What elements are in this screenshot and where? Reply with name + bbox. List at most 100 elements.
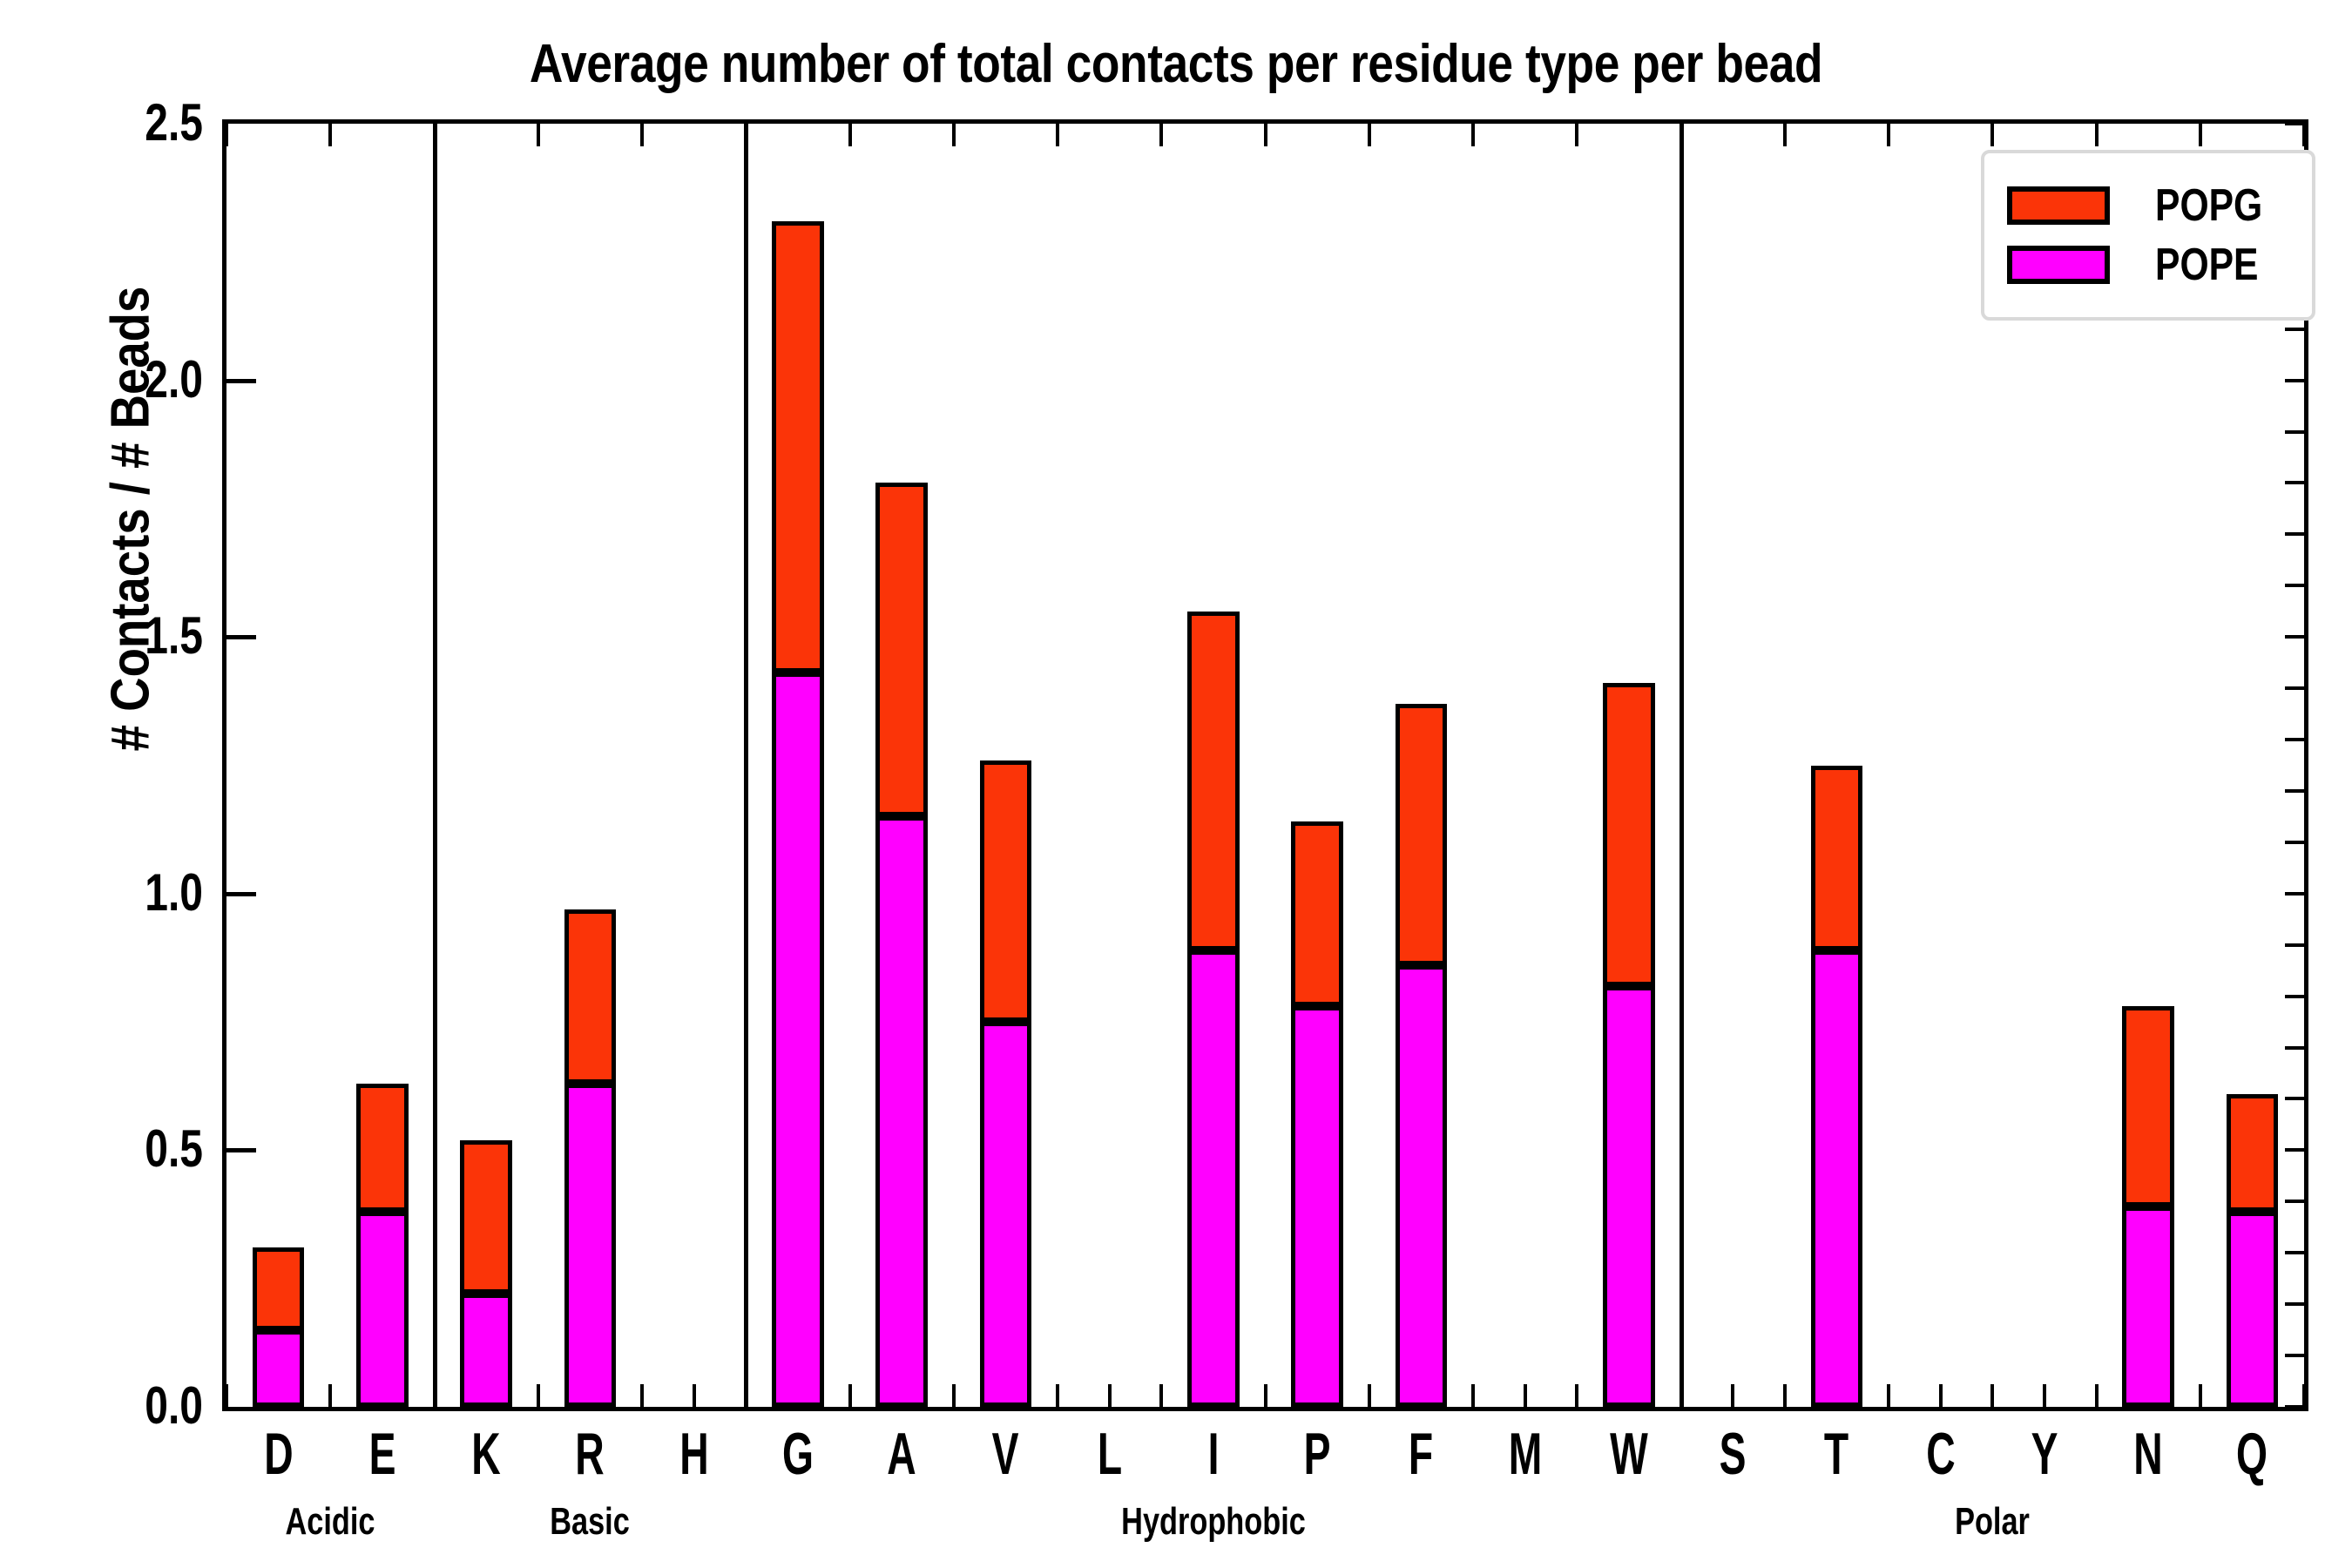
bar-segment-popg[interactable] <box>1291 821 1343 1007</box>
y-tick-label: 0.0 <box>145 1376 203 1435</box>
legend[interactable]: POPG POPE <box>1980 150 2315 321</box>
y-tick-minor-right <box>2285 532 2304 537</box>
y-tick-minor-right <box>2285 481 2304 485</box>
x-tick-top <box>2094 124 2099 146</box>
x-tick-top <box>1471 124 1475 146</box>
bar-segment-popg[interactable] <box>460 1139 512 1294</box>
bar-e[interactable] <box>356 1083 409 1407</box>
bar-segment-pope[interactable] <box>979 1022 1032 1407</box>
y-tick-label: 2.0 <box>145 349 203 409</box>
group-label-hydrophobic: Hydrophobic <box>1121 1500 1306 1543</box>
bar-r[interactable] <box>564 909 617 1407</box>
x-tick-top <box>1990 124 1995 146</box>
x-tick-bottom <box>848 1384 852 1407</box>
y-axis-title: # Contacts / # Beads <box>100 286 161 752</box>
x-tick-top <box>951 124 956 146</box>
bar-i[interactable] <box>1187 611 1240 1407</box>
bar-segment-pope[interactable] <box>772 672 824 1407</box>
bar-segment-popg[interactable] <box>875 483 928 817</box>
y-tick-minor-right <box>2285 429 2304 434</box>
y-tick-minor-right <box>2285 994 2304 998</box>
bar-segment-popg[interactable] <box>356 1083 409 1213</box>
bar-f[interactable] <box>1395 703 1448 1407</box>
bar-segment-pope[interactable] <box>2122 1206 2174 1407</box>
y-tick-minor-right <box>2285 635 2304 639</box>
bar-k[interactable] <box>460 1139 512 1407</box>
bar-segment-popg[interactable] <box>1810 765 1863 950</box>
x-tick-label-r: R <box>575 1421 605 1487</box>
x-tick-top <box>1159 124 1164 146</box>
x-tick-label-k: K <box>471 1421 501 1487</box>
x-tick-label-y: Y <box>2031 1421 2058 1487</box>
legend-item-popg[interactable]: POPG <box>2006 179 2286 232</box>
y-tick-minor-right <box>2285 378 2304 382</box>
x-tick-label-t: T <box>1824 1421 1849 1487</box>
x-tick-label-m: M <box>1508 1421 1542 1487</box>
x-tick-label-w: W <box>1610 1421 1648 1487</box>
bar-n[interactable] <box>2122 1006 2174 1407</box>
bar-g[interactable] <box>772 220 824 1407</box>
x-tick-label-e: E <box>368 1421 396 1487</box>
legend-label-popg: POPG <box>2154 180 2262 231</box>
x-tick-label-d: D <box>263 1421 294 1487</box>
legend-item-pope[interactable]: POPE <box>2006 239 2286 291</box>
x-tick-top <box>2302 124 2306 146</box>
bar-segment-pope[interactable] <box>1810 950 1863 1407</box>
bar-segment-pope[interactable] <box>875 816 928 1407</box>
bar-q[interactable] <box>2226 1093 2279 1407</box>
bar-segment-popg[interactable] <box>252 1247 305 1330</box>
bar-segment-pope[interactable] <box>1603 985 1655 1407</box>
bar-p[interactable] <box>1291 821 1343 1407</box>
y-tick-minor-right <box>2285 327 2304 331</box>
x-tick-bottom <box>951 1384 956 1407</box>
y-tick-minor-right <box>2285 1097 2304 1101</box>
x-tick-label-i: I <box>1207 1421 1220 1487</box>
bar-segment-pope[interactable] <box>460 1294 512 1407</box>
y-tick-minor-right <box>2285 1148 2304 1152</box>
plot-inner <box>225 122 2306 1409</box>
bar-segment-pope[interactable] <box>252 1329 305 1407</box>
bar-segment-pope[interactable] <box>564 1083 617 1407</box>
x-tick-center <box>1523 1384 1527 1407</box>
x-tick-center <box>1107 1384 1112 1407</box>
x-tick-center <box>2042 1384 2046 1407</box>
bar-segment-popg[interactable] <box>1395 703 1448 966</box>
x-tick-top <box>1367 124 1371 146</box>
x-tick-label-v: V <box>991 1421 1019 1487</box>
x-tick-bottom <box>536 1384 540 1407</box>
bar-t[interactable] <box>1810 765 1863 1407</box>
bar-segment-popg[interactable] <box>1603 683 1655 986</box>
y-tick-minor-right <box>2285 738 2304 742</box>
x-tick-bottom <box>1990 1384 1995 1407</box>
chart-title: Average number of total contacts per res… <box>529 34 1823 94</box>
bar-segment-pope[interactable] <box>1395 965 1448 1407</box>
x-tick-top <box>1263 124 1267 146</box>
bar-segment-popg[interactable] <box>2226 1093 2279 1213</box>
bar-w[interactable] <box>1603 683 1655 1407</box>
bar-segment-popg[interactable] <box>564 909 617 1084</box>
bar-a[interactable] <box>875 483 928 1407</box>
x-tick-bottom <box>2302 1384 2306 1407</box>
bar-segment-pope[interactable] <box>356 1212 409 1407</box>
bar-segment-popg[interactable] <box>2122 1006 2174 1207</box>
group-separator <box>744 124 749 1407</box>
bar-segment-pope[interactable] <box>1291 1006 1343 1407</box>
y-tick-major <box>226 635 256 640</box>
bar-segment-popg[interactable] <box>979 760 1032 1023</box>
y-tick-minor-right <box>2285 1200 2304 1204</box>
x-tick-center <box>692 1384 696 1407</box>
bar-d[interactable] <box>252 1247 305 1407</box>
x-tick-bottom <box>225 1384 228 1407</box>
y-tick-minor-right <box>2285 1251 2304 1255</box>
x-tick-bottom <box>1575 1384 1579 1407</box>
group-separator <box>1679 124 1684 1407</box>
bar-segment-pope[interactable] <box>2226 1212 2279 1407</box>
bar-segment-popg[interactable] <box>1187 611 1240 950</box>
plot-area <box>222 119 2308 1411</box>
group-label-basic: Basic <box>550 1500 631 1543</box>
bar-v[interactable] <box>979 760 1032 1407</box>
y-tick-minor-right <box>2285 943 2304 947</box>
bar-segment-popg[interactable] <box>772 220 824 673</box>
bar-segment-pope[interactable] <box>1187 950 1240 1407</box>
x-tick-bottom <box>328 1384 333 1407</box>
